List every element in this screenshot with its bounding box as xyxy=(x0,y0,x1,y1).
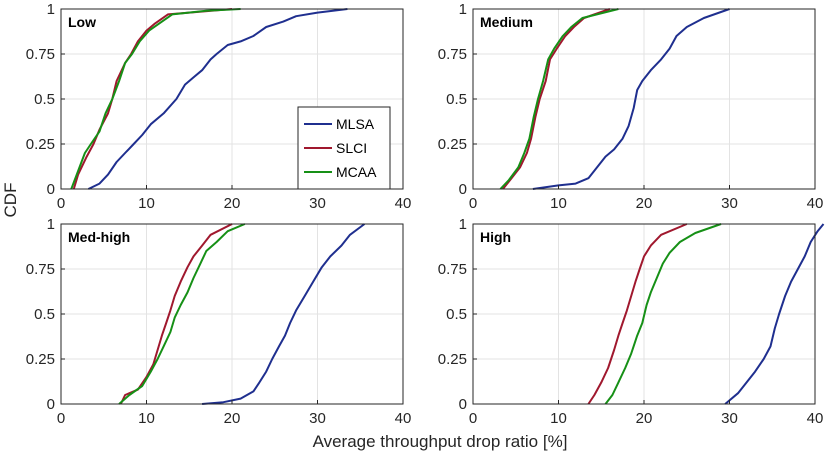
panel-title: High xyxy=(480,229,511,245)
panel-medium: 0 10 20 30 40 0 0.25 0.5 0.75 1 Medium xyxy=(438,1,824,212)
series-line-mlsa xyxy=(202,223,366,405)
series-line-mcaa xyxy=(118,223,246,405)
x-tick-label: 40 xyxy=(395,195,412,212)
x-tick-label: 40 xyxy=(807,410,824,427)
panel-title: Med-high xyxy=(68,229,130,245)
x-tick-label: 20 xyxy=(224,195,241,212)
series-line-mlsa xyxy=(724,223,825,405)
y-tick-label: 0.75 xyxy=(438,261,467,278)
y-tick-label: 0.25 xyxy=(438,351,467,368)
y-tick-label: 0.25 xyxy=(26,351,55,368)
panel-title: Low xyxy=(68,14,96,30)
y-tick-label: 1 xyxy=(47,216,55,233)
y-tick-label: 0.25 xyxy=(438,136,467,153)
y-tick-label: 0.75 xyxy=(438,46,467,63)
panel-med-high: 0 10 20 30 40 0 0.25 0.5 0.75 1 Med-high xyxy=(26,216,412,427)
series-line-mcaa xyxy=(604,223,722,405)
y-tick-label: 0.5 xyxy=(34,91,55,108)
y-tick-label: 0 xyxy=(47,396,55,413)
x-axis-label: Average throughput drop ratio [%] xyxy=(313,432,568,451)
legend-label-mcaa: MCAA xyxy=(336,164,377,180)
series-line-mlsa xyxy=(532,8,730,190)
x-tick-label: 30 xyxy=(309,195,326,212)
x-tick-label: 0 xyxy=(469,195,477,212)
y-tick-label: 0 xyxy=(47,181,55,198)
x-tick-label: 10 xyxy=(138,195,155,212)
legend-box xyxy=(297,106,391,190)
series-line-mcaa xyxy=(70,8,241,190)
x-tick-label: 10 xyxy=(550,195,567,212)
y-tick-label: 1 xyxy=(459,216,467,233)
panel-title: Medium xyxy=(480,14,533,30)
legend: MLSA SLCI MCAA xyxy=(297,106,391,190)
y-tick-label: 0.5 xyxy=(34,306,55,323)
y-tick-label: 0.75 xyxy=(26,46,55,63)
x-tick-label: 40 xyxy=(395,410,412,427)
x-tick-label: 40 xyxy=(807,195,824,212)
y-tick-label: 1 xyxy=(459,1,467,18)
y-axis-label: CDF xyxy=(1,183,20,218)
x-tick-label: 0 xyxy=(469,410,477,427)
x-tick-label: 10 xyxy=(138,410,155,427)
x-tick-label: 0 xyxy=(57,195,65,212)
legend-label-slci: SLCI xyxy=(336,140,367,156)
series-line-mlsa xyxy=(87,8,348,190)
series-line-slci xyxy=(587,223,688,405)
x-tick-label: 20 xyxy=(636,410,653,427)
x-tick-label: 20 xyxy=(636,195,653,212)
series-line-slci xyxy=(119,223,233,405)
y-tick-label: 0 xyxy=(459,181,467,198)
x-tick-label: 10 xyxy=(550,410,567,427)
y-tick-label: 1 xyxy=(47,1,55,18)
x-tick-label: 20 xyxy=(224,410,241,427)
x-tick-label: 0 xyxy=(57,410,65,427)
series-line-slci xyxy=(72,8,233,190)
x-tick-label: 30 xyxy=(721,410,738,427)
panel-low: 0 10 20 30 40 0 0.25 0.5 0.75 1 Low MLSA SLCI MCAA xyxy=(26,1,412,212)
x-tick-label: 30 xyxy=(721,195,738,212)
y-tick-label: 0.5 xyxy=(446,91,467,108)
legend-label-mlsa: MLSA xyxy=(336,116,375,132)
x-tick-label: 30 xyxy=(309,410,326,427)
series-line-mcaa xyxy=(499,8,619,190)
y-tick-label: 0.5 xyxy=(446,306,467,323)
y-tick-label: 0.25 xyxy=(26,136,55,153)
series-line-slci xyxy=(502,8,611,190)
y-tick-label: 0.75 xyxy=(26,261,55,278)
panel-high: 0 10 20 30 40 0 0.25 0.5 0.75 1 High xyxy=(438,216,825,427)
y-tick-label: 0 xyxy=(459,396,467,413)
